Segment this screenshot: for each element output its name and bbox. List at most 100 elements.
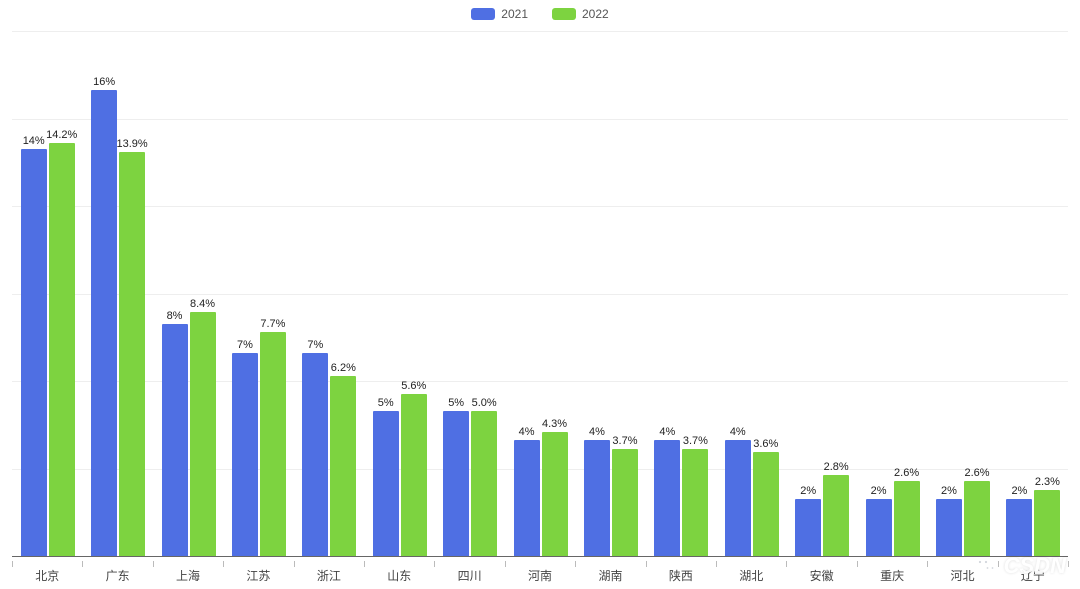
bar-s2022[interactable]: 7.7%: [260, 332, 286, 557]
bar-s2021[interactable]: 4%: [514, 440, 540, 557]
x-axis-label: 山东: [364, 561, 434, 589]
bar-s2022[interactable]: 13.9%: [119, 152, 145, 557]
bar-group: 2%2.8%: [786, 32, 856, 557]
x-axis-labels: 北京广东上海江苏浙江山东四川河南湖南陕西湖北安徽重庆河北辽宁: [12, 561, 1068, 589]
bar-s2022[interactable]: 6.2%: [330, 376, 356, 557]
bar-s2022[interactable]: 2.8%: [823, 475, 849, 557]
x-axis-tick: [223, 561, 224, 567]
bar-value-label: 13.9%: [117, 138, 148, 152]
bar-group: 8%8.4%: [153, 32, 223, 557]
bar-pair: 16%13.9%: [83, 32, 152, 557]
bar-value-label: 6.2%: [331, 362, 356, 376]
x-axis-tick: [153, 561, 154, 567]
bar-value-label: 14.2%: [46, 129, 77, 143]
bar-value-label: 7.7%: [260, 318, 285, 332]
legend: 2021 2022: [0, 0, 1080, 24]
bar-s2022[interactable]: 8.4%: [190, 312, 216, 557]
bar-s2021[interactable]: 7%: [232, 353, 258, 557]
x-axis-label: 浙江: [294, 561, 364, 589]
bar-value-label: 2.6%: [964, 467, 989, 481]
bar-s2021[interactable]: 16%: [91, 90, 117, 557]
bar-s2021[interactable]: 2%: [866, 499, 892, 557]
x-axis-label: 江苏: [223, 561, 293, 589]
legend-swatch-2022: [552, 8, 576, 20]
bar-s2022[interactable]: 2.3%: [1034, 490, 1060, 557]
x-axis-tick: [927, 561, 928, 567]
x-axis-label: 重庆: [857, 561, 927, 589]
bar-group: 5%5.0%: [434, 32, 504, 557]
bar-s2021[interactable]: 8%: [162, 324, 188, 557]
bar-s2021[interactable]: 4%: [584, 440, 610, 557]
bar-group: 4%3.6%: [716, 32, 786, 557]
bar-s2022[interactable]: 3.7%: [612, 449, 638, 557]
bar-s2021[interactable]: 2%: [1006, 499, 1032, 557]
bar-s2022[interactable]: 4.3%: [542, 432, 568, 557]
bar-value-label: 8%: [167, 310, 183, 324]
bar-pair: 2%2.3%: [999, 32, 1068, 557]
bar-pair: 2%2.6%: [928, 32, 997, 557]
bar-s2022[interactable]: 5.0%: [471, 411, 497, 557]
bar-value-label: 3.6%: [753, 438, 778, 452]
x-axis-label: 湖南: [575, 561, 645, 589]
bar-value-label: 5%: [378, 397, 394, 411]
bar-value-label: 2%: [800, 485, 816, 499]
bar-pair: 5%5.6%: [365, 32, 434, 557]
bar-value-label: 2%: [871, 485, 887, 499]
bar-value-label: 7%: [237, 339, 253, 353]
bar-s2021[interactable]: 14%: [21, 149, 47, 557]
bar-value-label: 16%: [93, 76, 115, 90]
x-axis-label: 河南: [505, 561, 575, 589]
bar-value-label: 3.7%: [683, 435, 708, 449]
bar-pair: 2%2.6%: [858, 32, 927, 557]
legend-label-2022: 2022: [582, 7, 609, 21]
bar-s2021[interactable]: 7%: [302, 353, 328, 557]
bar-value-label: 5%: [448, 397, 464, 411]
legend-item-2022[interactable]: 2022: [552, 4, 609, 24]
x-axis-label: 广东: [82, 561, 152, 589]
bar-s2022[interactable]: 2.6%: [894, 481, 920, 557]
bar-pair: 4%3.7%: [576, 32, 645, 557]
x-axis-label: 上海: [153, 561, 223, 589]
x-axis-line: [12, 556, 1068, 557]
bar-value-label: 4%: [659, 426, 675, 440]
bar-s2021[interactable]: 4%: [725, 440, 751, 557]
bar-value-label: 2.8%: [824, 461, 849, 475]
watermark: CSDN: [974, 553, 1066, 579]
bar-s2022[interactable]: 5.6%: [401, 394, 427, 557]
x-axis-tick: [294, 561, 295, 567]
bar-pair: 14%14.2%: [13, 32, 82, 557]
bar-group: 5%5.6%: [364, 32, 434, 557]
x-axis-tick: [364, 561, 365, 567]
bar-s2021[interactable]: 5%: [443, 411, 469, 557]
x-axis-label: 陕西: [646, 561, 716, 589]
bar-pair: 7%6.2%: [295, 32, 364, 557]
bar-value-label: 2%: [941, 485, 957, 499]
bar-pair: 4%3.7%: [647, 32, 716, 557]
plot-area: 14%14.2%16%13.9%8%8.4%7%7.7%7%6.2%5%5.6%…: [12, 32, 1068, 557]
bar-s2021[interactable]: 5%: [373, 411, 399, 557]
bar-s2021[interactable]: 2%: [936, 499, 962, 557]
bar-s2021[interactable]: 2%: [795, 499, 821, 557]
bar-pair: 8%8.4%: [154, 32, 223, 557]
x-axis-label: 湖北: [716, 561, 786, 589]
x-axis-tick: [716, 561, 717, 567]
watermark-text: CSDN: [1004, 553, 1066, 579]
bar-group: 2%2.6%: [857, 32, 927, 557]
bar-value-label: 8.4%: [190, 298, 215, 312]
x-axis-label: 四川: [434, 561, 504, 589]
bar-s2022[interactable]: 14.2%: [49, 143, 75, 557]
bar-s2022[interactable]: 2.6%: [964, 481, 990, 557]
bar-value-label: 4%: [589, 426, 605, 440]
legend-item-2021[interactable]: 2021: [471, 4, 528, 24]
bar-s2022[interactable]: 3.7%: [682, 449, 708, 557]
bar-group: 2%2.3%: [998, 32, 1068, 557]
bar-value-label: 4%: [730, 426, 746, 440]
bar-s2022[interactable]: 3.6%: [753, 452, 779, 557]
bar-s2021[interactable]: 4%: [654, 440, 680, 557]
x-axis-tick: [505, 561, 506, 567]
bar-value-label: 3.7%: [612, 435, 637, 449]
bar-group: 14%14.2%: [12, 32, 82, 557]
bar-pair: 7%7.7%: [224, 32, 293, 557]
bar-group: 7%6.2%: [294, 32, 364, 557]
bar-value-label: 5.6%: [401, 380, 426, 394]
